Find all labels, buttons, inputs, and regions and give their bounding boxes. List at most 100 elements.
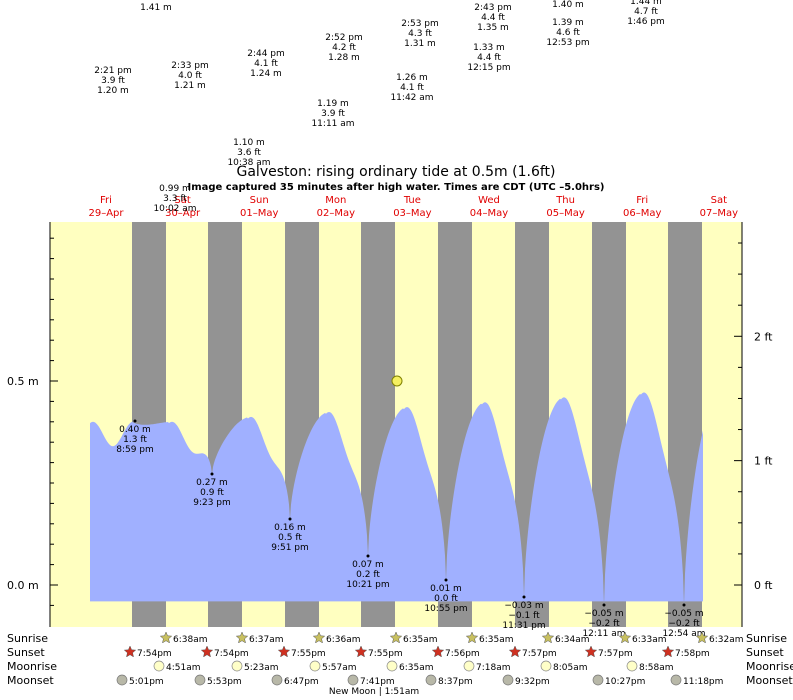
moonset-time: 9:32pm (515, 677, 550, 687)
moonset-icon (425, 674, 437, 686)
moonrise-icon (386, 660, 398, 672)
low-tide-time: 9:51 pm (271, 543, 309, 553)
day-date: 03–May (393, 208, 431, 219)
high-tide-text: 1.33 m (473, 43, 505, 53)
low-tide-feet: −0.2 ft (668, 619, 700, 629)
sunrise-time: 6:37am (249, 635, 284, 645)
moonrise-event: 8:58am (626, 660, 674, 673)
moonrise-event: 4:51am (153, 660, 201, 673)
low-tide-dot (444, 578, 448, 582)
sunset-time: 7:57pm (598, 649, 633, 659)
high-tide-text: 4.1 ft (254, 59, 278, 69)
high-tide-text: 3.9 ft (321, 109, 345, 119)
chart-title: Galveston: rising ordinary tide at 0.5m … (237, 164, 556, 180)
high-tide-text: 4.2 ft (332, 43, 356, 53)
sunset-time: 7:56pm (445, 649, 480, 659)
sunrise-time: 6:35am (403, 635, 438, 645)
sunset-icon (200, 645, 214, 658)
low-tide-time: 10:21 pm (346, 580, 389, 590)
chart-subtitle: Image captured 35 minutes after high wat… (188, 182, 605, 193)
moonset-icon (194, 674, 206, 686)
high-tide-text: 3.6 ft (237, 148, 261, 158)
low-tide-feet: −0.1 ft (508, 611, 540, 621)
moonset-icon (670, 674, 682, 686)
day-label: Sat 07–May (700, 195, 738, 219)
moonrise-time: 8:58am (639, 663, 674, 673)
high-tide-text: 1.44 m (630, 0, 662, 7)
day-label: Sun 01–May (240, 195, 278, 219)
high-tide-annotation: 1.41 m (140, 3, 172, 13)
y-tick-label-right: 2 ft (754, 330, 773, 343)
high-tide-text: 1.35 m (477, 23, 509, 33)
current-tide-marker (391, 375, 403, 387)
day-date: 02–May (317, 208, 355, 219)
high-tide-text: 1.26 m (396, 73, 428, 83)
day-date: 07–May (700, 208, 738, 219)
sunrise-time: 6:36am (326, 635, 361, 645)
row-label-right-sunrise: Sunrise (746, 632, 787, 645)
high-tide-text: 3.9 ft (101, 76, 125, 86)
sunset-time: 7:54pm (214, 649, 249, 659)
high-tide-text: 2:43 pm (474, 3, 512, 13)
moonrise-icon (231, 660, 243, 672)
day-name: Tue (403, 195, 421, 206)
day-date: 05–May (546, 208, 584, 219)
day-label: Tue 03–May (393, 195, 431, 219)
sunset-time: 7:57pm (522, 649, 557, 659)
sunrise-time: 6:34am (555, 635, 590, 645)
sunset-event: 7:55pm (354, 645, 403, 659)
moonrise-time: 8:05am (553, 663, 588, 673)
low-tide-meters: −0.03 m (504, 601, 543, 611)
sunrise-event: 6:35am (465, 631, 514, 645)
sunset-icon (354, 645, 368, 658)
moonset-time: 11:18pm (683, 677, 723, 687)
day-name: Fri (100, 195, 112, 206)
low-tide-time: 8:59 pm (116, 445, 154, 455)
low-tide-annotation: 0.16 m0.5 ft9:51 pm (271, 517, 309, 553)
sunrise-event: 6:37am (235, 631, 284, 645)
high-tide-text: 1.31 m (404, 39, 436, 49)
sunset-event: 7:54pm (200, 645, 249, 659)
moonset-event: 10:27pm (592, 674, 645, 687)
low-tide-feet: 1.3 ft (123, 435, 147, 445)
row-label-left-moonset: Moonset (7, 674, 54, 687)
low-tide-time: 9:23 pm (193, 498, 231, 508)
sunrise-time: 6:33am (632, 635, 667, 645)
low-tide-dot (133, 419, 137, 423)
day-label: Wed 04–May (470, 195, 508, 219)
moonrise-event: 6:35am (386, 660, 434, 673)
moonset-icon (502, 674, 514, 686)
moonrise-time: 5:57am (322, 663, 357, 673)
high-tide-text: 1:46 pm (627, 17, 665, 27)
moonset-time: 5:53pm (207, 677, 242, 687)
moonset-event: 7:41pm (347, 674, 395, 687)
y-tick-label-left: 0.5 m (7, 375, 39, 388)
moonset-event: 9:32pm (502, 674, 550, 687)
sunset-time: 7:55pm (291, 649, 326, 659)
high-tide-text: 1.41 m (140, 3, 172, 13)
row-label-left-sunrise: Sunrise (7, 632, 48, 645)
sunrise-icon (235, 631, 249, 644)
moonrise-time: 5:23am (244, 663, 279, 673)
low-tide-dot (366, 554, 370, 558)
moonset-icon (347, 674, 359, 686)
low-tide-meters: 0.40 m (119, 425, 151, 435)
sunset-event: 7:57pm (584, 645, 633, 659)
sunset-icon (431, 645, 445, 658)
moonrise-event: 8:05am (540, 660, 588, 673)
day-date: 29–Apr (88, 208, 124, 219)
moonrise-icon (309, 660, 321, 672)
day-date: 04–May (470, 208, 508, 219)
moonset-event: 11:18pm (670, 674, 723, 687)
high-tide-text: 4.4 ft (477, 53, 501, 63)
moonrise-icon (153, 660, 165, 672)
moonrise-time: 4:51am (166, 663, 201, 673)
row-label-right-sunset: Sunset (746, 646, 784, 659)
low-tide-dot (522, 595, 526, 599)
sunset-time: 7:54pm (137, 649, 172, 659)
moonset-time: 7:41pm (360, 677, 395, 687)
